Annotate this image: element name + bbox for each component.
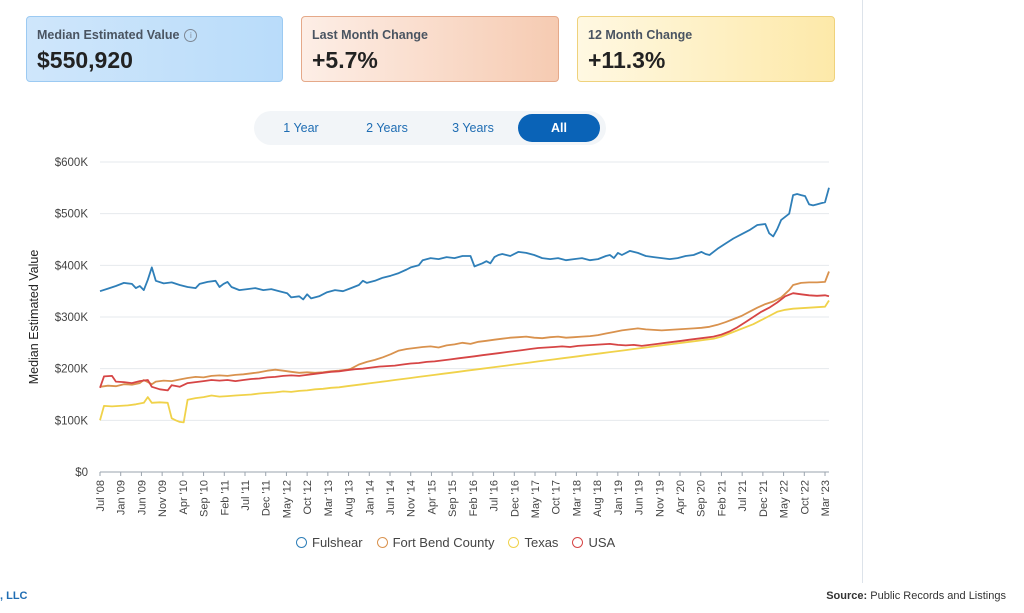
x-tick-label: Jun '14 — [385, 480, 397, 515]
x-tick-label: Feb '16 — [468, 480, 480, 516]
time-range-tabs: 1 Year 2 Years 3 Years All — [254, 111, 606, 145]
y-tick-label: $200K — [55, 364, 89, 376]
x-tick-label: Sep '15 — [447, 480, 459, 517]
x-tick-label: Nov '19 — [654, 480, 666, 517]
x-tick-label: May '17 — [530, 480, 542, 518]
x-tick-label: Nov '09 — [157, 480, 169, 517]
x-tick-label: Apr '20 — [675, 480, 687, 515]
tab-2-years[interactable]: 2 Years — [366, 121, 408, 135]
market-trends-panel: Median Estimated Value i $550,920 Last M… — [26, 0, 863, 583]
x-tick-label: May '22 — [779, 480, 791, 518]
tab-1-year[interactable]: 1 Year — [283, 121, 319, 135]
twelve-month-change-card: 12 Month Change +11.3% — [577, 16, 835, 82]
legend-label-usa: USA — [588, 534, 616, 550]
twelve-month-change-value: +11.3% — [588, 47, 666, 73]
x-tick-label: Jun '19 — [634, 480, 646, 515]
median-value-line-chart: $0 $100K $200K $300K $400K $500K $600K Median E… — [27, 157, 832, 518]
median-value: $550,920 — [37, 47, 133, 73]
footer-source: Source: Public Records and Listings — [826, 590, 1006, 602]
legend-item-fulshear[interactable]: Fulshear — [296, 534, 363, 550]
y-tick-label: $500K — [55, 209, 89, 221]
series-line-texas — [99, 300, 830, 424]
x-tick-label: Mar '13 — [323, 480, 335, 516]
y-axis-title: Median Estimated Value — [27, 250, 41, 385]
x-tick-label: Mar '18 — [571, 480, 583, 516]
x-tick-label: Jan '14 — [364, 480, 376, 515]
x-tick-label: Aug '13 — [344, 480, 356, 517]
last-month-change-value: +5.7% — [312, 47, 378, 73]
y-tick-label: $400K — [55, 260, 89, 272]
legend-item-texas[interactable]: Texas — [508, 534, 558, 550]
legend-label-fort-bend-county: Fort Bend County — [392, 534, 495, 550]
x-tick-label: Oct '22 — [799, 480, 811, 515]
x-tick-label: Apr '15 — [426, 480, 438, 515]
x-tick-label: Oct '12 — [302, 480, 314, 515]
x-tick-label: Jul '21 — [737, 480, 749, 511]
twelve-month-change-label: 12 Month Change — [588, 28, 693, 42]
y-tick-label: $300K — [55, 312, 89, 324]
tab-3-years[interactable]: 3 Years — [452, 121, 494, 135]
y-tick-label: $100K — [55, 415, 89, 427]
chart-axes: $0 $100K $200K $300K $400K $500K $600K Median E… — [27, 157, 832, 518]
legend-item-usa[interactable]: USA — [572, 534, 615, 550]
x-tick-label: Feb '11 — [219, 480, 231, 516]
legend-swatch-fulshear — [296, 536, 307, 548]
footer-source-label: Source: — [826, 590, 868, 602]
chart-series — [99, 187, 830, 424]
legend-swatch-fort-bend-county — [376, 536, 388, 548]
info-icon[interactable]: i — [184, 28, 198, 42]
legend-swatch-texas — [508, 536, 520, 548]
median-value-label: Median Estimated Value — [37, 28, 180, 42]
x-tick-label: Jul '11 — [240, 480, 252, 511]
series-line-fort-bend-county — [99, 271, 830, 388]
y-tick-label: $0 — [75, 467, 88, 479]
chart-legend: Fulshear Fort Bend County Texas USA — [296, 534, 615, 550]
x-tick-label: Jul '08 — [95, 480, 107, 511]
series-line-fulshear — [99, 187, 830, 301]
tab-all[interactable]: All — [518, 114, 600, 142]
x-tick-label: Jun '09 — [136, 480, 148, 515]
x-tick-label: Apr '10 — [178, 480, 190, 515]
median-value-card: Median Estimated Value i $550,920 — [26, 16, 283, 82]
last-month-change-card: Last Month Change +5.7% — [301, 16, 559, 82]
x-tick-label: Dec '16 — [509, 480, 521, 517]
legend-swatch-usa — [572, 536, 584, 548]
x-tick-label: Dec '11 — [261, 480, 273, 516]
x-tick-label: Sep '20 — [696, 480, 708, 517]
x-tick-label: Jul '16 — [489, 480, 501, 511]
x-tick-label: Feb '21 — [716, 480, 728, 516]
series-line-usa — [99, 292, 830, 392]
x-tick-label: Jan '19 — [613, 480, 625, 515]
x-tick-label: May '12 — [281, 480, 293, 518]
footer-source-value: Public Records and Listings — [870, 590, 1006, 602]
x-tick-label: Sep '10 — [199, 480, 211, 517]
legend-label-fulshear: Fulshear — [312, 534, 363, 550]
x-tick-label: Jan '09 — [116, 480, 128, 515]
chart-grid — [100, 161, 829, 473]
x-tick-label: Dec '21 — [758, 480, 770, 517]
legend-label-texas: Texas — [524, 534, 559, 550]
legend-item-fort-bend-county[interactable]: Fort Bend County — [376, 534, 495, 550]
x-tick-label: Oct '17 — [551, 480, 563, 515]
x-tick-label: Aug '18 — [592, 480, 604, 517]
x-tick-label: Nov '14 — [406, 480, 418, 517]
footer-company: , LLC — [0, 590, 28, 602]
last-month-change-label: Last Month Change — [312, 28, 428, 42]
x-tick-label: Mar '23 — [820, 480, 832, 516]
y-tick-label: $600K — [55, 157, 89, 169]
